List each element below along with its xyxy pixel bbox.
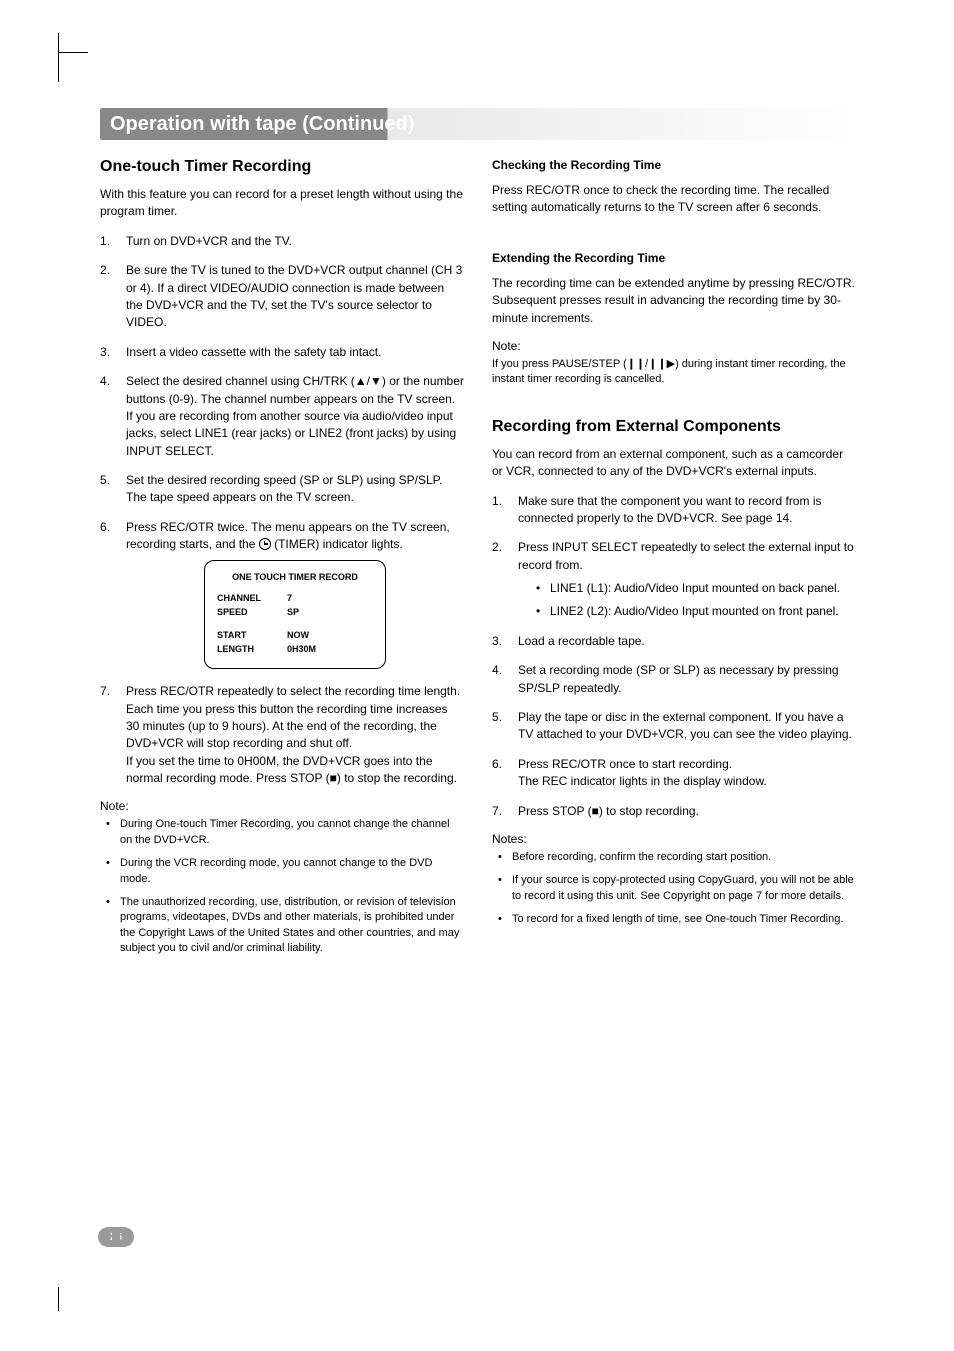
osd-key: START: [217, 629, 287, 643]
step-text-post: (TIMER) indicator lights.: [274, 537, 403, 551]
extend-heading: Extending the Recording Time: [492, 251, 856, 265]
step-text: Press REC/OTR once to start recording. T…: [518, 757, 767, 788]
title-bar: Operation with tape (Continued): [100, 108, 856, 140]
step-text: Set a recording mode (SP or SLP) as nece…: [518, 663, 839, 694]
note-item: If your source is copy-protected using C…: [492, 873, 856, 904]
otr-step: Press REC/OTR twice. The menu appears on…: [100, 519, 464, 669]
crop-mark-top-left: [58, 52, 88, 82]
notes-heading: Notes:: [492, 832, 856, 846]
timer-icon: [259, 538, 271, 550]
step-text: Turn on DVD+VCR and the TV.: [126, 234, 292, 248]
otr-notes: During One-touch Timer Recording, you ca…: [100, 817, 464, 956]
note-heading: Note:: [492, 339, 856, 353]
rec-ext-notes: Before recording, confirm the recording …: [492, 850, 856, 928]
otr-steps: Turn on DVD+VCR and the TV. Be sure the …: [100, 233, 464, 788]
osd-val: 0H30M: [287, 643, 316, 657]
step-text: Load a recordable tape.: [518, 634, 645, 648]
rec-substeps: LINE1 (L1): Audio/Video Input mounted on…: [518, 580, 856, 621]
otr-step: Select the desired channel using CH/TRK …: [100, 373, 464, 460]
rec-ext-steps: Make sure that the component you want to…: [492, 493, 856, 820]
page-number-badge: 26: [98, 1227, 134, 1247]
otr-step: Be sure the TV is tuned to the DVD+VCR o…: [100, 262, 464, 332]
rec-ext-heading: Recording from External Components: [492, 418, 856, 436]
extend-note-body: If you press PAUSE/STEP (❙❙/❙❙▶) during …: [492, 357, 856, 388]
osd-val: 7: [287, 592, 292, 606]
step-text: Play the tape or disc in the external co…: [518, 710, 852, 741]
otr-step: Press REC/OTR repeatedly to select the r…: [100, 683, 464, 787]
step-text: Press STOP (■) to stop recording.: [518, 804, 699, 818]
note-item: Before recording, confirm the recording …: [492, 850, 856, 865]
osd-row: SPEED SP: [217, 606, 373, 620]
otr-step: Insert a video cassette with the safety …: [100, 344, 464, 361]
page-content: Operation with tape (Continued) One-touc…: [100, 108, 856, 965]
left-column: One-touch Timer Recording With this feat…: [100, 158, 464, 965]
two-column-layout: One-touch Timer Recording With this feat…: [100, 158, 856, 965]
note-item: During the VCR recording mode, you canno…: [100, 856, 464, 887]
sub-item: LINE2 (L2): Audio/Video Input mounted on…: [536, 603, 856, 620]
osd-title: ONE TOUCH TIMER RECORD: [217, 571, 373, 585]
osd-row: START NOW: [217, 629, 373, 643]
osd-val: SP: [287, 606, 299, 620]
rec-step: Press STOP (■) to stop recording.: [492, 803, 856, 820]
sub-item: LINE1 (L1): Audio/Video Input mounted on…: [536, 580, 856, 597]
rec-ext-intro: You can record from an external componen…: [492, 446, 856, 481]
right-column: Checking the Recording Time Press REC/OT…: [492, 158, 856, 965]
check-heading: Checking the Recording Time: [492, 158, 856, 172]
otr-step: Set the desired recording speed (SP or S…: [100, 472, 464, 507]
osd-key: LENGTH: [217, 643, 287, 657]
crop-mark-bottom-left: [58, 1287, 59, 1311]
rec-step: Load a recordable tape.: [492, 633, 856, 650]
note-item: The unauthorized recording, use, distrib…: [100, 895, 464, 957]
step-text: Be sure the TV is tuned to the DVD+VCR o…: [126, 263, 462, 329]
page-title: Operation with tape (Continued): [110, 113, 414, 136]
rec-step: Make sure that the component you want to…: [492, 493, 856, 528]
otr-step: Turn on DVD+VCR and the TV.: [100, 233, 464, 250]
otr-heading: One-touch Timer Recording: [100, 158, 464, 176]
osd-screen: ONE TOUCH TIMER RECORD CHANNEL 7 SPEED S…: [204, 560, 386, 670]
rec-step: Set a recording mode (SP or SLP) as nece…: [492, 662, 856, 697]
rec-step: Press INPUT SELECT repeatedly to select …: [492, 539, 856, 621]
otr-intro: With this feature you can record for a p…: [100, 186, 464, 221]
note-item: To record for a fixed length of time, se…: [492, 912, 856, 927]
osd-row: CHANNEL 7: [217, 592, 373, 606]
note-item: During One-touch Timer Recording, you ca…: [100, 817, 464, 848]
rec-step: Press REC/OTR once to start recording. T…: [492, 756, 856, 791]
rec-step: Play the tape or disc in the external co…: [492, 709, 856, 744]
page-number: 26: [110, 1231, 122, 1243]
osd-val: NOW: [287, 629, 309, 643]
step-text: Press INPUT SELECT repeatedly to select …: [518, 540, 854, 571]
step-text: Select the desired channel using CH/TRK …: [126, 374, 464, 458]
step-text: Press REC/OTR repeatedly to select the r…: [126, 684, 460, 785]
step-text: Set the desired recording speed (SP or S…: [126, 473, 442, 504]
osd-row: LENGTH 0H30M: [217, 643, 373, 657]
osd-key: SPEED: [217, 606, 287, 620]
step-text: Make sure that the component you want to…: [518, 494, 821, 525]
step-text: Insert a video cassette with the safety …: [126, 345, 381, 359]
extend-body: The recording time can be extended anyti…: [492, 275, 856, 327]
check-body: Press REC/OTR once to check the recordin…: [492, 182, 856, 217]
note-heading: Note:: [100, 799, 464, 813]
osd-key: CHANNEL: [217, 592, 287, 606]
